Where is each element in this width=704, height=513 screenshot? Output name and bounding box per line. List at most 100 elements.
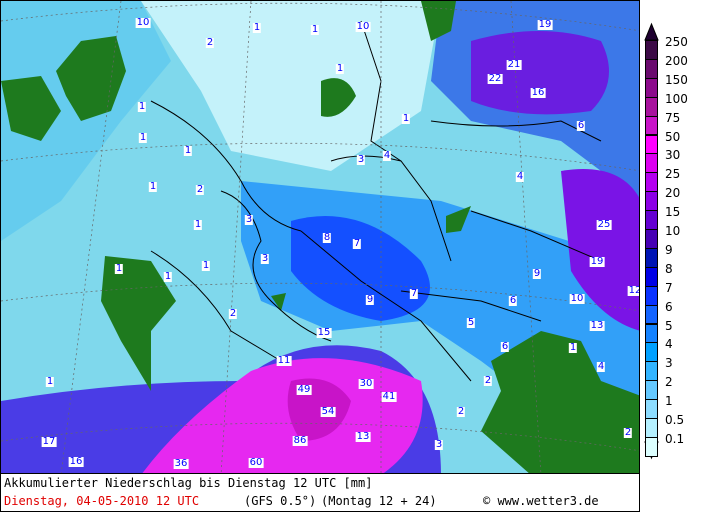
value-label: 2 [228, 308, 238, 319]
value-label: 1 [310, 24, 320, 35]
value-label: 1 [568, 342, 578, 353]
value-label: 9 [532, 268, 542, 279]
value-label: 17 [41, 436, 57, 447]
legend-level-label: 75 [665, 110, 681, 125]
value-label: 30 [358, 378, 374, 389]
legend-swatch [645, 436, 658, 457]
legend-level-label: 250 [665, 35, 688, 49]
copyright-link[interactable]: © www.wetter3.de [483, 494, 599, 508]
value-label: 3 [244, 214, 254, 225]
legend-swatch [645, 40, 658, 60]
value-label: 1 [183, 145, 193, 156]
legend-swatch [645, 266, 658, 287]
legend-swatch [645, 285, 658, 306]
color-legend: 250 200 150 100 75 50 30 25 20 15 10 9 8 7 6 5 4 3 2 1 0.5 0.… [643, 22, 703, 462]
value-label: 6 [500, 341, 510, 352]
legend-level-label: 6 [665, 299, 673, 314]
legend-swatch [645, 380, 658, 401]
value-label: 11 [276, 355, 292, 366]
value-label: 16 [68, 456, 84, 467]
value-label: 2 [195, 184, 205, 195]
value-label: 2 [456, 406, 466, 417]
valid-time: Dienstag, 04-05-2010 12 UTC [4, 494, 200, 508]
legend-swatch [645, 229, 658, 249]
value-label: 3 [356, 154, 366, 165]
map-caption: Akkumulierter Niederschlag bis Dienstag … [0, 474, 640, 512]
value-label: 21 [506, 59, 522, 70]
value-label: 1 [45, 376, 55, 387]
value-label: 3 [434, 439, 444, 450]
legend-swatch [645, 115, 658, 136]
legend-swatch [645, 323, 658, 344]
legend-level-label: 25 [665, 167, 681, 182]
land-balkans [481, 331, 639, 473]
value-label: 8 [322, 232, 332, 243]
value-label: 5 [466, 317, 476, 328]
value-label: 19 [537, 19, 553, 30]
value-label: 12 [627, 286, 639, 296]
value-label: 1 [148, 181, 158, 192]
legend-level-label: 2 [665, 375, 673, 390]
value-label: 1 [252, 22, 262, 33]
legend-level-label: 1 [665, 394, 673, 409]
legend-swatch [645, 153, 658, 174]
value-label: 13 [355, 431, 371, 442]
value-label: 41 [381, 391, 397, 402]
legend-swatch [645, 361, 658, 382]
legend-level-label: 8 [665, 261, 673, 276]
value-label: 4 [382, 150, 392, 161]
precipitation-map: 10 1 1 10 2 19 1 21 22 16 1 1 6 1 1 3 4 1 2 4 3 1 25 8 7 3 1 1 1 9 19 9… [0, 0, 640, 474]
legend-level-label: 20 [665, 186, 681, 201]
legend-level-label: 50 [665, 129, 681, 144]
value-label: 6 [576, 120, 586, 131]
value-label: 1 [137, 101, 147, 112]
legend-level-label: 7 [665, 280, 673, 295]
legend-level-label: 9 [665, 242, 673, 257]
legend-swatch [645, 418, 658, 438]
land-ireland [56, 36, 126, 121]
legend-level-label: 150 [665, 72, 688, 87]
legend-level-label: 30 [665, 148, 681, 163]
value-label: 16 [530, 87, 546, 98]
value-label: 1 [114, 263, 124, 274]
value-label: 36 [173, 458, 189, 469]
legend-swatch [645, 77, 658, 98]
value-label: 13 [589, 320, 605, 331]
value-label: 54 [320, 406, 336, 417]
legend-level-label: 0.1 [665, 431, 685, 446]
legend-level-label: 0.5 [665, 413, 685, 427]
value-label: 2 [205, 37, 215, 48]
value-label: 9 [365, 294, 375, 305]
value-label: 25 [596, 219, 612, 230]
legend-swatch [645, 304, 658, 325]
legend-level-label: 4 [665, 337, 673, 352]
value-label: 1 [335, 63, 345, 74]
legend-level-label: 3 [665, 356, 673, 371]
value-label: 3 [260, 253, 270, 264]
legend-level-label: 5 [665, 318, 673, 333]
value-label: 1 [163, 271, 173, 282]
legend-swatch [645, 247, 658, 268]
value-label: 1 [193, 219, 203, 230]
legend-level-label: 15 [665, 205, 681, 220]
value-label: 15 [316, 327, 332, 338]
value-label: 2 [623, 427, 633, 438]
value-label: 2 [483, 375, 493, 386]
model-run: (Montag 12 + 24) [321, 494, 437, 508]
value-label: 60 [248, 457, 264, 468]
value-label: 10 [135, 17, 151, 28]
value-label: 10 [569, 293, 585, 304]
value-label: 4 [515, 171, 525, 182]
value-label: 1 [401, 113, 411, 124]
value-label: 4 [596, 361, 606, 372]
value-label: 10 [355, 21, 371, 32]
map-title: Akkumulierter Niederschlag bis Dienstag … [4, 476, 373, 490]
legend-swatch [645, 96, 658, 117]
legend-swatch [645, 399, 658, 419]
value-label: 7 [352, 238, 362, 249]
legend-swatch [645, 191, 658, 212]
legend-swatch [645, 342, 658, 363]
value-label: 7 [409, 288, 419, 299]
precipitation-field [1, 1, 639, 473]
